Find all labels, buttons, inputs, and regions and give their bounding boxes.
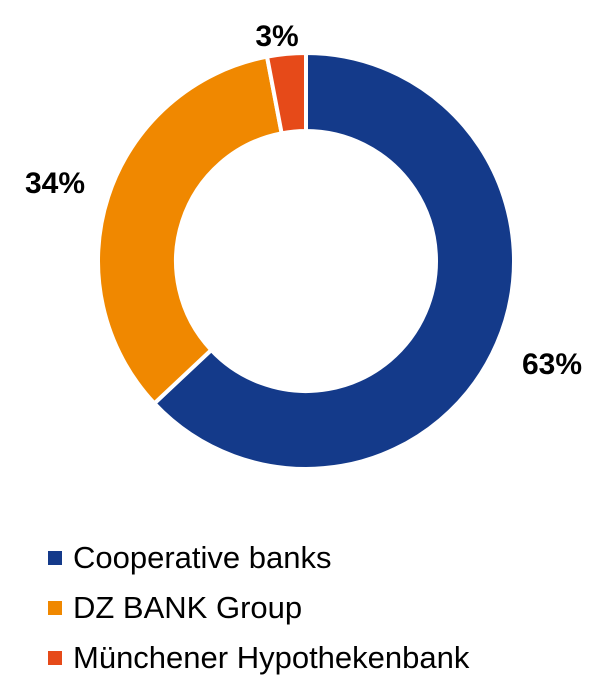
- legend-item-dz-bank-group: DZ BANK Group: [48, 583, 469, 633]
- slice-muenchener-hypothekenbank: [264, 50, 308, 136]
- legend-swatch-cooperative-banks: [48, 551, 62, 565]
- legend-swatch-muenchener-hypothekenbank: [48, 651, 62, 665]
- legend-swatch-dz-bank-group: [48, 601, 62, 615]
- slice-dz-bank-group: [96, 54, 284, 407]
- data-label-cooperative-banks: 63%: [522, 348, 582, 381]
- legend-label: Münchener Hypothekenbank: [73, 640, 470, 675]
- data-label-muenchener-hypothekenbank: 3%: [255, 20, 298, 53]
- data-label-dz-bank-group: 34%: [25, 167, 85, 200]
- slice-cooperative-banks: [151, 50, 516, 470]
- legend-label: DZ BANK Group: [73, 590, 303, 625]
- data-labels: 63% 34% 3%: [25, 20, 582, 381]
- donut-chart: 63% 34% 3%: [25, 20, 582, 470]
- legend-label: Cooperative banks: [73, 540, 332, 575]
- donut-slices: [96, 50, 516, 470]
- legend-item-cooperative-banks: Cooperative banks: [48, 533, 469, 583]
- chart-legend: Cooperative banks DZ BANK Group Münchene…: [48, 533, 469, 683]
- legend-item-muenchener-hypothekenbank: Münchener Hypothekenbank: [48, 633, 469, 683]
